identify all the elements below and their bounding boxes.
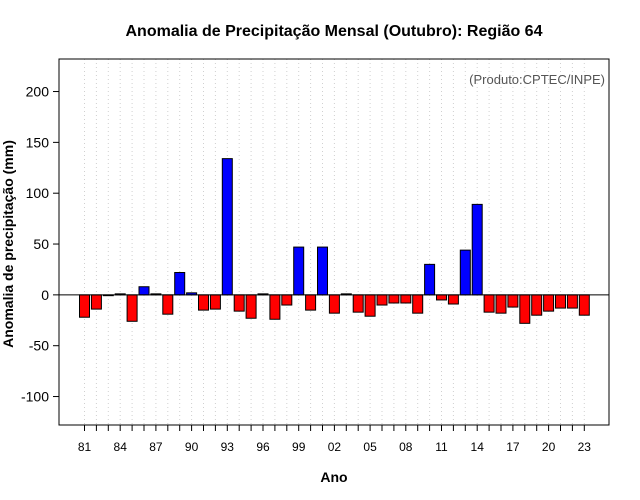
bar-1993 [221, 158, 233, 296]
bar-2019 [531, 294, 543, 316]
bar-2014 [471, 203, 483, 296]
bar-1991 [198, 294, 209, 311]
x-tick-label: 02 [328, 440, 342, 454]
bar-2012 [447, 294, 459, 305]
vertical-grid [84, 59, 585, 425]
bar-2005 [364, 294, 376, 317]
x-tick-label: 87 [149, 440, 163, 454]
bar-1992 [209, 294, 221, 310]
x-tick-label: 84 [114, 440, 128, 454]
x-tick-label: 11 [435, 440, 448, 454]
x-tick-label: 90 [185, 440, 199, 454]
bar-2017 [507, 294, 519, 308]
bar-2013 [459, 249, 471, 296]
x-tick-label: 08 [399, 440, 413, 454]
y-tick-label: 0 [41, 287, 49, 303]
y-tick-label: 50 [33, 236, 49, 252]
x-tick-label: 05 [363, 440, 377, 454]
y-tick-label: -100 [21, 389, 49, 405]
bar-2021 [555, 294, 566, 309]
bar-2020 [543, 294, 555, 312]
x-tick-label: 20 [542, 440, 556, 454]
y-axis-title: Anomalia de precipitação (mm) [0, 140, 16, 348]
bar-1998 [281, 294, 293, 306]
x-axis-title: Ano [320, 469, 347, 485]
bar-1995 [245, 294, 257, 319]
bar-1997 [269, 294, 281, 320]
bar-2001 [317, 246, 328, 296]
y-axis: -100 -50 0 50 100 150 200 [21, 84, 59, 405]
bar-2008 [400, 294, 412, 304]
bar-2015 [483, 294, 495, 313]
bar-2002 [328, 294, 340, 314]
x-tick-label: 96 [256, 440, 270, 454]
bar-1981 [79, 294, 90, 318]
bar-2007 [388, 294, 400, 304]
bar-2000 [305, 294, 317, 311]
chart-title: Anomalia de Precipitação Mensal (Outubro… [126, 23, 543, 40]
bar-2022 [566, 294, 578, 309]
bar-2023 [578, 294, 590, 316]
bar-1989 [174, 272, 186, 296]
bar-1985 [126, 294, 138, 322]
x-tick-label: 17 [506, 440, 520, 454]
bar-2006 [376, 294, 388, 306]
bar-1982 [90, 294, 102, 310]
y-tick-label: 200 [26, 84, 50, 100]
bar-2010 [424, 263, 436, 296]
x-axis: 81 84 87 90 93 96 99 02 05 08 11 14 17 20 23 [78, 425, 591, 454]
bar-1988 [162, 294, 174, 315]
bar-2009 [412, 294, 424, 314]
plot-frame [58, 58, 610, 426]
x-tick-label: 23 [578, 440, 592, 454]
x-tick-label: 81 [78, 440, 92, 454]
source-annotation: (Produto:CPTEC/INPE) [469, 72, 605, 87]
bar-2011 [436, 294, 447, 301]
bar-2016 [495, 294, 507, 314]
x-tick-label: 14 [471, 440, 485, 454]
y-tick-label: 100 [26, 185, 50, 201]
y-tick-label: 150 [26, 134, 50, 150]
x-tick-label: 93 [221, 440, 235, 454]
bar-2004 [352, 294, 364, 313]
bar-1999 [293, 246, 305, 296]
bar-1994 [233, 294, 245, 312]
bar-1986 [138, 286, 150, 296]
bar-2018 [519, 294, 531, 324]
x-tick-label: 99 [292, 440, 306, 454]
y-tick-label: -50 [29, 338, 49, 354]
